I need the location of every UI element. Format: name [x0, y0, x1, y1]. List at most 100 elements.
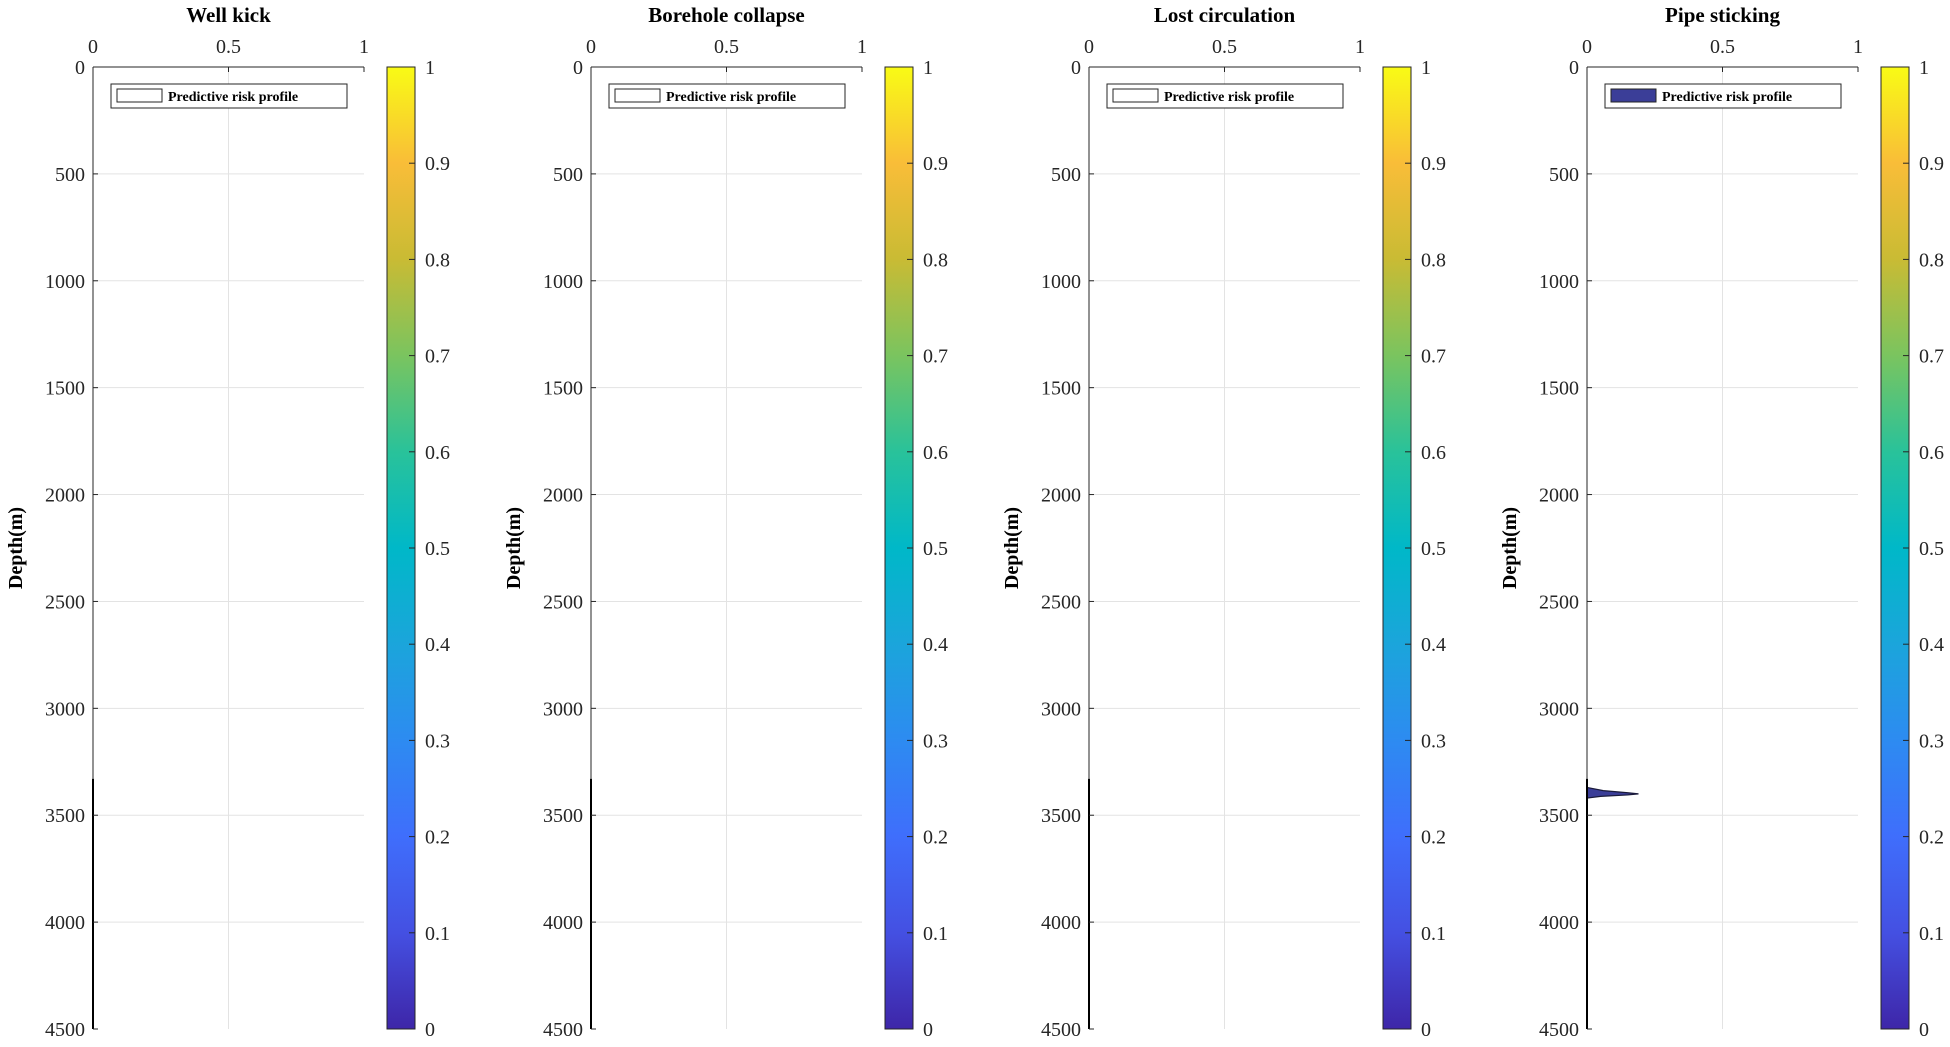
y-tick-label: 1500: [1539, 378, 1579, 400]
colorbar-tick-label: 0.2: [923, 827, 948, 849]
colorbar-tick-label: 0.7: [425, 346, 450, 368]
x-tick-label: 0: [88, 36, 98, 58]
y-tick-label: 1000: [1041, 271, 1081, 293]
y-tick-label: 2000: [1041, 485, 1081, 507]
legend[interactable]: Predictive risk profile: [110, 83, 348, 109]
colorbar-tick-label: 1: [1421, 57, 1431, 79]
chart-title: Borehole collapse: [648, 3, 805, 27]
colorbar-tick-label: 0.9: [923, 153, 948, 175]
colorbar-tick-label: 0.1: [923, 923, 948, 945]
colorbar-tick-label: 0: [1421, 1019, 1431, 1041]
colorbar-tick-label: 0: [923, 1019, 933, 1041]
legend-label: Predictive risk profile: [168, 90, 298, 105]
risk-profile-area: [1586, 786, 1639, 799]
y-tick-label: 2500: [543, 591, 583, 613]
colorbar-tick-label: 0.7: [923, 346, 948, 368]
colorbar-tick-label: 0.8: [1421, 249, 1446, 271]
colorbar-tick-label: 1: [923, 57, 933, 79]
y-tick-label: 0: [573, 57, 583, 79]
colorbar-tick-label: 0.5: [1421, 538, 1446, 560]
y-tick-label: 500: [55, 164, 85, 186]
y-tick-label: 500: [1051, 164, 1081, 186]
y-tick-label: 3000: [1539, 698, 1579, 720]
colorbar-tick-label: 0.6: [425, 442, 450, 464]
legend-swatch: [116, 88, 163, 103]
y-tick-label: 0: [1569, 57, 1579, 79]
y-tick-label: 4000: [543, 912, 583, 934]
y-tick-label: 2500: [1041, 591, 1081, 613]
y-axis-label: Depth(m): [1499, 507, 1521, 589]
y-tick-label: 4500: [1041, 1019, 1081, 1041]
y-tick-label: 2000: [45, 485, 85, 507]
legend[interactable]: Predictive risk profile: [608, 83, 846, 109]
legend-swatch: [1610, 88, 1657, 103]
y-tick-label: 3500: [1539, 805, 1579, 827]
colorbar-tick-label: 0.5: [1919, 538, 1944, 560]
colorbar-tick-label: 0.7: [1919, 346, 1944, 368]
colorbar-tick-label: 0.9: [1421, 153, 1446, 175]
legend[interactable]: Predictive risk profile: [1604, 83, 1842, 109]
x-tick-label: 1: [857, 36, 867, 58]
colorbar-tick-label: 0.3: [923, 730, 948, 752]
y-axis-label: Depth(m): [1001, 507, 1023, 589]
y-tick-label: 3500: [45, 805, 85, 827]
colorbar-tick-label: 1: [1919, 57, 1929, 79]
y-axis-label: Depth(m): [503, 507, 525, 589]
y-tick-label: 3000: [543, 698, 583, 720]
colorbar-tick-label: 0.8: [923, 249, 948, 271]
colorbar-tick-label: 0.4: [425, 634, 450, 656]
colorbar-tick-label: 0: [1919, 1019, 1929, 1041]
chart-panel-1: 0 0.5 1 0 500 1000 1500 2000 2500 3000 3500 4000 450…: [5, 3, 450, 1041]
y-tick-label: 3500: [543, 805, 583, 827]
y-tick-label: 3000: [1041, 698, 1081, 720]
y-tick-label: 1500: [543, 378, 583, 400]
y-tick-label: 1500: [45, 378, 85, 400]
colorbar-tick-label: 0.1: [1919, 923, 1944, 945]
chart-panel-2: 0 0.5 1 0 500 1000 1500 2000 2500 3000 3500 4000 450…: [503, 3, 948, 1041]
y-tick-label: 1000: [1539, 271, 1579, 293]
chart-panel-4: 0 0.5 1 0 500 1000 1500 2000 2500 3000 3500 4000 450…: [1499, 3, 1944, 1041]
y-tick-label: 3000: [45, 698, 85, 720]
colorbar-tick-label: 0.3: [1421, 730, 1446, 752]
colorbar-tick-label: 0.4: [923, 634, 948, 656]
colorbar-tick-label: 0.3: [1919, 730, 1944, 752]
x-tick-label: 0: [586, 36, 596, 58]
colorbar-tick-label: 0.1: [425, 923, 450, 945]
colorbar-tick-label: 0.5: [425, 538, 450, 560]
colorbar-tick-label: 0.7: [1421, 346, 1446, 368]
y-tick-label: 3500: [1041, 805, 1081, 827]
x-tick-label: 1: [359, 36, 369, 58]
colorbar-tick-label: 0.2: [425, 827, 450, 849]
x-tick-label: 0.5: [1212, 36, 1237, 58]
y-tick-label: 1000: [45, 271, 85, 293]
x-tick-label: 0: [1582, 36, 1592, 58]
colorbar-tick-label: 0.2: [1919, 827, 1944, 849]
colorbar-tick-label: 0.8: [425, 249, 450, 271]
legend-label: Predictive risk profile: [1662, 90, 1792, 105]
chart-title: Lost circulation: [1154, 3, 1296, 27]
colorbar-tick-label: 1: [425, 57, 435, 79]
y-axis-label: Depth(m): [5, 507, 27, 589]
y-tick-label: 0: [75, 57, 85, 79]
colorbar-tick-label: 0.3: [425, 730, 450, 752]
y-tick-label: 0: [1071, 57, 1081, 79]
x-tick-label: 0: [1084, 36, 1094, 58]
y-tick-label: 4000: [1539, 912, 1579, 934]
legend-label: Predictive risk profile: [666, 90, 796, 105]
y-tick-label: 2000: [1539, 485, 1579, 507]
y-tick-label: 4500: [1539, 1019, 1579, 1041]
x-tick-label: 0.5: [216, 36, 241, 58]
x-tick-label: 0.5: [1710, 36, 1735, 58]
y-tick-label: 1000: [543, 271, 583, 293]
colorbar-tick-label: 0.6: [1919, 442, 1944, 464]
legend[interactable]: Predictive risk profile: [1106, 83, 1344, 109]
colorbar-tick-label: 0.9: [425, 153, 450, 175]
legend-swatch: [1112, 88, 1159, 103]
legend-swatch: [614, 88, 661, 103]
y-tick-label: 1500: [1041, 378, 1081, 400]
colorbar-tick-label: 0.1: [1421, 923, 1446, 945]
colorbar-tick-label: 0.6: [1421, 442, 1446, 464]
x-tick-label: 1: [1853, 36, 1863, 58]
